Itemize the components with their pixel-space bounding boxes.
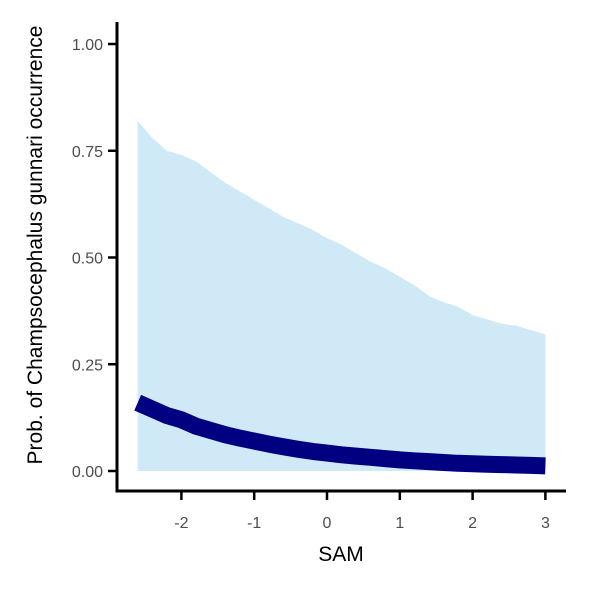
x-tick-label: 0 <box>323 515 332 532</box>
y-tick-label: 0.50 <box>72 251 103 268</box>
y-tick-label: 1.00 <box>72 37 103 54</box>
x-tick-label: -1 <box>247 515 261 532</box>
axes: 0.00 0.25 0.50 0.75 1.00 -2 -1 0 1 2 3 <box>72 22 566 532</box>
y-tick-label: 0.75 <box>72 144 103 161</box>
x-tick-label: 2 <box>468 515 477 532</box>
x-tick-label: 1 <box>395 515 404 532</box>
x-tick-label: 3 <box>541 515 550 532</box>
y-axis-title: Prob. of Champsocephalus gunnari occurre… <box>24 26 47 465</box>
y-tick-label: 0.00 <box>72 464 103 481</box>
fitted-line <box>134 394 546 475</box>
x-axis-title: SAM <box>318 543 364 566</box>
plot-area <box>134 120 546 475</box>
y-tick-label: 0.25 <box>72 357 103 374</box>
x-tick-label: -2 <box>174 515 188 532</box>
confidence-ribbon <box>137 120 546 472</box>
